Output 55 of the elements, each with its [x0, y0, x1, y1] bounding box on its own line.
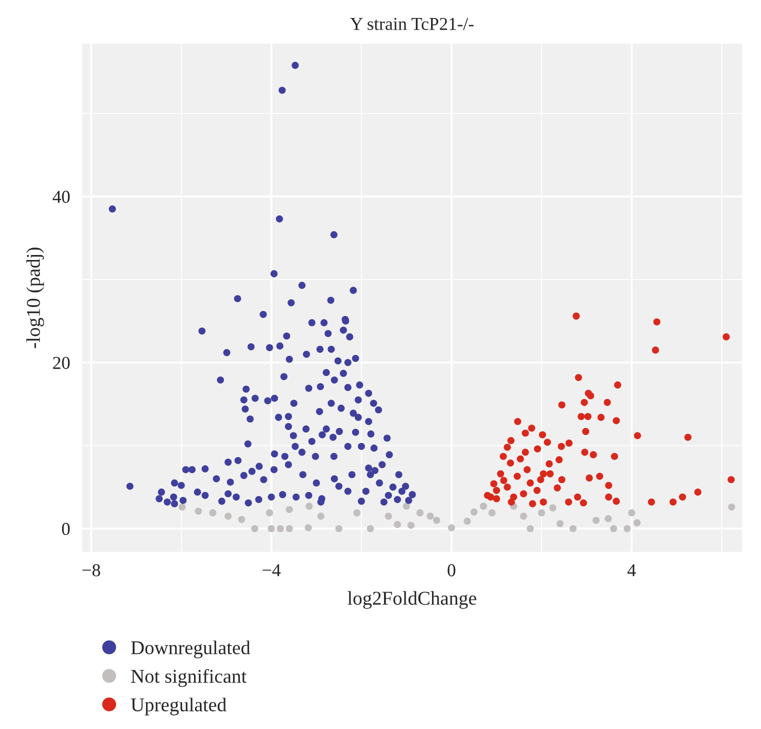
point: [634, 519, 641, 526]
point: [268, 525, 275, 532]
point: [317, 512, 324, 520]
point: [366, 525, 374, 532]
point: [624, 525, 631, 532]
legend-label: Upregulated: [130, 698, 226, 716]
point: [549, 504, 556, 512]
y-tick-label: 20: [53, 356, 70, 369]
x-tick-label: 4: [627, 564, 636, 576]
point: [610, 525, 618, 532]
point: [286, 506, 293, 514]
point: [304, 524, 312, 532]
point: [728, 503, 736, 511]
point: [433, 516, 440, 524]
point: [194, 508, 202, 515]
point: [238, 516, 246, 524]
point: [335, 525, 342, 532]
point: [628, 509, 636, 516]
point: [286, 525, 293, 532]
point: [416, 509, 424, 516]
legend-label: Not significant: [131, 669, 247, 687]
point: [251, 525, 258, 532]
point: [353, 509, 360, 516]
point: [178, 503, 186, 511]
point: [402, 502, 410, 510]
point: [394, 520, 401, 528]
x-tick-label: 0: [448, 564, 456, 576]
point: [224, 512, 232, 520]
y-tick-label: 40: [52, 190, 70, 203]
point: [488, 509, 496, 516]
x-tick-label: −8: [82, 564, 100, 576]
point: [384, 512, 392, 520]
point: [526, 525, 534, 532]
point: [426, 512, 434, 520]
point: [604, 515, 612, 522]
point: [306, 502, 313, 510]
point: [407, 522, 414, 529]
point: [480, 502, 488, 510]
point: [592, 516, 600, 524]
point: [266, 509, 274, 516]
point: [209, 509, 216, 516]
point: [470, 508, 478, 516]
x-axis-title: log2FoldChange: [348, 591, 476, 609]
point: [538, 509, 546, 516]
y-tick-label: 0: [62, 522, 70, 536]
point: [448, 524, 456, 532]
y-axis-title: -log10 (padj): [26, 248, 44, 348]
point: [276, 525, 284, 532]
chart-title: Y strain TcP21-/-: [350, 18, 474, 30]
point: [570, 525, 577, 532]
point: [464, 518, 471, 525]
point: [520, 512, 528, 520]
legend-label: Downregulated: [131, 640, 250, 658]
x-tick-label: −4: [262, 564, 281, 576]
point: [556, 520, 564, 528]
